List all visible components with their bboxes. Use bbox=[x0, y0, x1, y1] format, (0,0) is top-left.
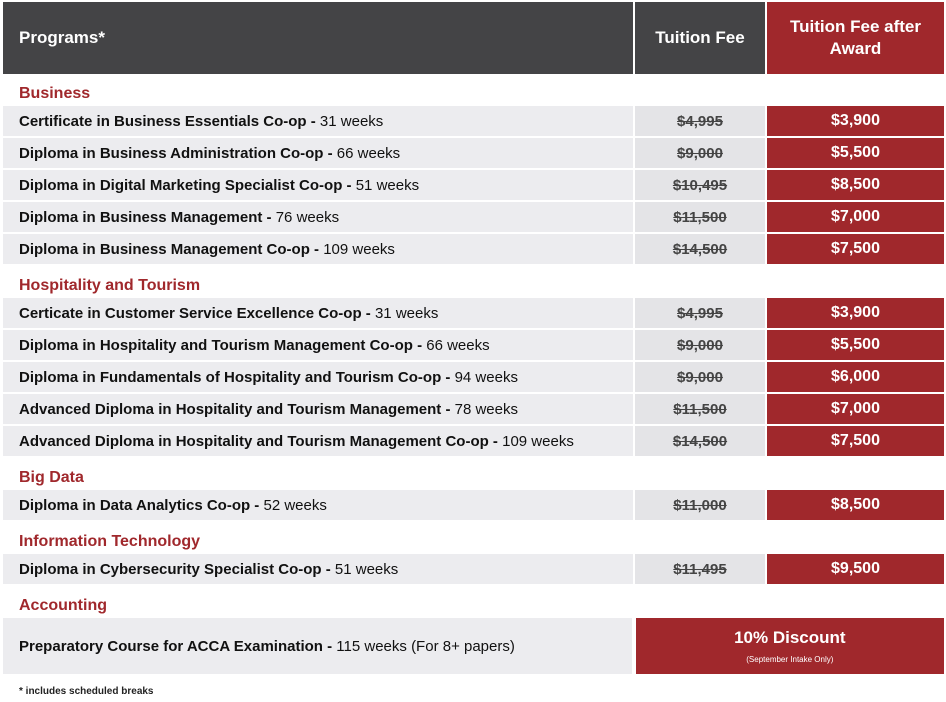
program-cell: Diploma in Business Management Co-op - 1… bbox=[3, 234, 633, 264]
program-name: Advanced Diploma in Hospitality and Tour… bbox=[19, 400, 451, 418]
table-row: Advanced Diploma in Hospitality and Tour… bbox=[3, 426, 944, 456]
program-duration: 66 weeks bbox=[426, 336, 490, 354]
program-cell: Diploma in Fundamentals of Hospitality a… bbox=[3, 362, 633, 392]
program-duration: 51 weeks bbox=[334, 560, 399, 578]
table-row: Diploma in Business Administration Co-op… bbox=[3, 138, 944, 168]
tuition-after-award: $7,000 bbox=[767, 202, 944, 232]
table-row: Diploma in Cybersecurity Specialist Co-o… bbox=[3, 554, 944, 584]
tuition-after-award: $8,500 bbox=[767, 170, 944, 200]
category-heading: Hospitality and Tourism bbox=[19, 277, 201, 294]
program-cell: Diploma in Cybersecurity Specialist Co-o… bbox=[3, 554, 633, 584]
discount-note: (September Intake Only) bbox=[746, 655, 834, 664]
tuition-after-award: $5,500 bbox=[767, 330, 944, 360]
category-heading: Big Data bbox=[19, 469, 84, 486]
tuition-fee: $4,995 bbox=[635, 298, 765, 328]
category-heading: Information Technology bbox=[19, 533, 201, 550]
program-name: Certificate in Business Essentials Co-op… bbox=[19, 112, 316, 130]
tuition-fee: $4,995 bbox=[635, 106, 765, 136]
table-row: Diploma in Business Management - 76 week… bbox=[3, 202, 944, 232]
program-cell: Diploma in Hospitality and Tourism Manag… bbox=[3, 330, 633, 360]
table-row: Diploma in Data Analytics Co-op - 52 wee… bbox=[3, 490, 944, 520]
program-name: Diploma in Data Analytics Co-op - bbox=[19, 496, 260, 514]
tuition-fee: $11,000 bbox=[635, 490, 765, 520]
tuition-fee: $9,000 bbox=[635, 362, 765, 392]
program-name: Diploma in Digital Marketing Specialist … bbox=[19, 176, 352, 194]
footnote: * includes scheduled breaks bbox=[19, 686, 154, 697]
tuition-fee: $11,500 bbox=[635, 394, 765, 424]
tuition-after-award: $3,900 bbox=[767, 106, 944, 136]
tuition-table: Programs* Tuition Fee Tuition Fee after … bbox=[3, 2, 944, 676]
table-body: Business Certificate in Business Essentia… bbox=[3, 74, 944, 674]
program-name: Diploma in Fundamentals of Hospitality a… bbox=[19, 368, 451, 386]
category-heading: Business bbox=[19, 85, 91, 102]
tuition-fee: $11,500 bbox=[635, 202, 765, 232]
program-name: Certicate in Customer Service Excellence… bbox=[19, 304, 371, 322]
program-duration: 109 weeks bbox=[502, 432, 574, 450]
tuition-fee: $11,495 bbox=[635, 554, 765, 584]
table-header: Programs* Tuition Fee Tuition Fee after … bbox=[3, 2, 944, 74]
discount-label: 10% Discount bbox=[734, 628, 846, 647]
tuition-after-award: $9,500 bbox=[767, 554, 944, 584]
tuition-after-award: $7,500 bbox=[767, 234, 944, 264]
header-programs: Programs* bbox=[3, 2, 633, 74]
program-duration: 51 weeks bbox=[355, 176, 420, 194]
table-row: Diploma in Fundamentals of Hospitality a… bbox=[3, 362, 944, 392]
program-cell: Advanced Diploma in Hospitality and Tour… bbox=[3, 394, 633, 424]
program-name: Diploma in Business Management - bbox=[19, 208, 272, 226]
program-cell: Diploma in Digital Marketing Specialist … bbox=[3, 170, 633, 200]
program-duration: 31 weeks bbox=[319, 112, 384, 130]
tuition-fee: $9,000 bbox=[635, 138, 765, 168]
tuition-after-award: $6,000 bbox=[767, 362, 944, 392]
table-row: Diploma in Business Management Co-op - 1… bbox=[3, 234, 944, 264]
category-heading: Accounting bbox=[19, 597, 107, 614]
tuition-after-award: $5,500 bbox=[767, 138, 944, 168]
table-row: Certificate in Business Essentials Co-op… bbox=[3, 106, 944, 136]
program-name: Preparatory Course for ACCA Examination … bbox=[19, 637, 333, 655]
program-cell: Diploma in Business Administration Co-op… bbox=[3, 138, 633, 168]
program-duration: 66 weeks bbox=[336, 144, 401, 162]
program-duration: 76 weeks bbox=[275, 208, 340, 226]
program-duration: 52 weeks bbox=[263, 496, 327, 514]
program-duration: 94 weeks bbox=[454, 368, 518, 386]
table-row: Diploma in Digital Marketing Specialist … bbox=[3, 170, 944, 200]
header-tuition-after-award: Tuition Fee after Award bbox=[767, 2, 944, 74]
program-duration: 109 weeks bbox=[323, 240, 395, 258]
table-row: Preparatory Course for ACCA Examination … bbox=[3, 618, 944, 674]
program-duration: 78 weeks bbox=[454, 400, 518, 418]
program-cell: Certificate in Business Essentials Co-op… bbox=[3, 106, 633, 136]
discount-cell: 10% Discount (September Intake Only) bbox=[635, 618, 944, 674]
program-name: Diploma in Business Management Co-op - bbox=[19, 240, 320, 258]
tuition-fee: $10,495 bbox=[635, 170, 765, 200]
tuition-after-award: $8,500 bbox=[767, 490, 944, 520]
program-cell: Preparatory Course for ACCA Examination … bbox=[3, 618, 632, 674]
tuition-fee: $14,500 bbox=[635, 426, 765, 456]
header-tuition-fee: Tuition Fee bbox=[635, 2, 765, 74]
program-name: Diploma in Cybersecurity Specialist Co-o… bbox=[19, 560, 331, 578]
program-cell: Diploma in Data Analytics Co-op - 52 wee… bbox=[3, 490, 633, 520]
program-cell: Certicate in Customer Service Excellence… bbox=[3, 298, 633, 328]
tuition-fee: $9,000 bbox=[635, 330, 765, 360]
tuition-after-award: $7,000 bbox=[767, 394, 944, 424]
table-row: Advanced Diploma in Hospitality and Tour… bbox=[3, 394, 944, 424]
tuition-fee: $14,500 bbox=[635, 234, 765, 264]
tuition-after-award: $7,500 bbox=[767, 426, 944, 456]
program-name: Diploma in Hospitality and Tourism Manag… bbox=[19, 336, 423, 354]
program-cell: Advanced Diploma in Hospitality and Tour… bbox=[3, 426, 633, 456]
tuition-after-award: $3,900 bbox=[767, 298, 944, 328]
program-duration: 115 weeks (For 8+ papers) bbox=[336, 637, 515, 655]
table-row: Diploma in Hospitality and Tourism Manag… bbox=[3, 330, 944, 360]
program-cell: Diploma in Business Management - 76 week… bbox=[3, 202, 633, 232]
table-row: Certicate in Customer Service Excellence… bbox=[3, 298, 944, 328]
program-duration: 31 weeks bbox=[374, 304, 439, 322]
program-name: Diploma in Business Administration Co-op… bbox=[19, 144, 333, 162]
program-name: Advanced Diploma in Hospitality and Tour… bbox=[19, 432, 498, 450]
